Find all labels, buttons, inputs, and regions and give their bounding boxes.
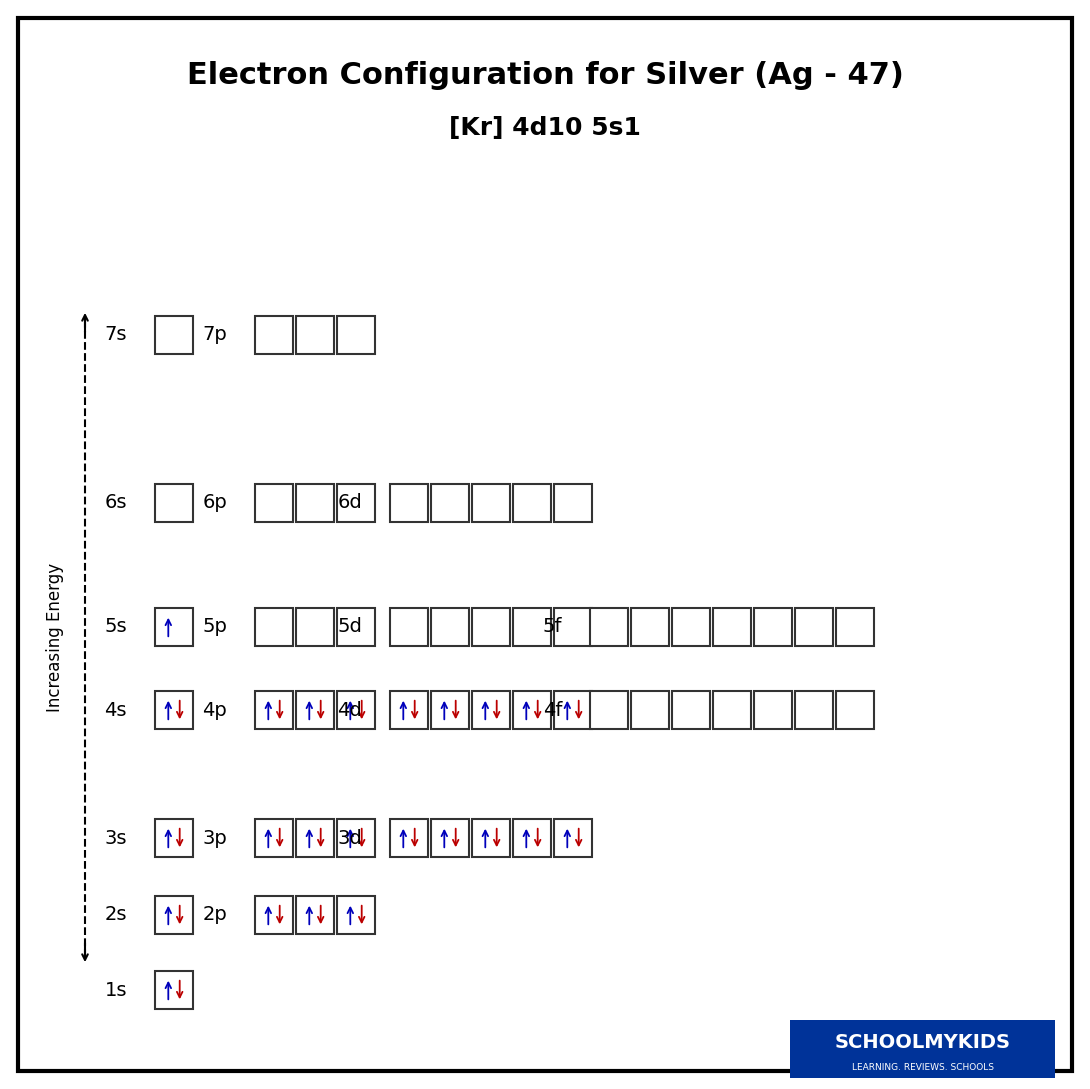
Text: 5s: 5s xyxy=(105,617,128,636)
Text: Electron Configuration for Silver (Ag - 47): Electron Configuration for Silver (Ag - … xyxy=(186,61,904,89)
Text: 2p: 2p xyxy=(203,905,227,925)
Bar xyxy=(296,896,334,934)
Bar xyxy=(155,971,193,1010)
Bar xyxy=(337,819,375,857)
Text: 6s: 6s xyxy=(105,493,128,513)
Bar xyxy=(795,608,833,646)
Text: 5d: 5d xyxy=(337,617,362,636)
Text: 2s: 2s xyxy=(105,905,128,925)
Bar xyxy=(296,819,334,857)
Bar xyxy=(472,608,510,646)
Bar xyxy=(431,608,469,646)
Bar xyxy=(554,608,592,646)
Text: 4p: 4p xyxy=(203,700,227,720)
Bar xyxy=(713,692,751,729)
Bar xyxy=(390,484,428,522)
Text: 7p: 7p xyxy=(203,326,227,344)
Text: 5f: 5f xyxy=(543,617,562,636)
Bar xyxy=(790,1020,1055,1078)
Bar xyxy=(431,692,469,729)
Bar xyxy=(255,819,293,857)
Bar xyxy=(713,608,751,646)
Bar xyxy=(554,484,592,522)
Bar xyxy=(472,692,510,729)
Bar xyxy=(296,608,334,646)
Bar xyxy=(431,484,469,522)
Bar xyxy=(296,316,334,354)
Bar xyxy=(631,608,669,646)
Bar xyxy=(673,692,710,729)
Text: 5p: 5p xyxy=(202,617,227,636)
Bar xyxy=(631,692,669,729)
Bar xyxy=(472,819,510,857)
Bar xyxy=(590,608,628,646)
Bar xyxy=(513,692,552,729)
Bar xyxy=(255,692,293,729)
Bar xyxy=(754,608,792,646)
Bar xyxy=(337,896,375,934)
Bar xyxy=(155,484,193,522)
Text: LEARNING. REVIEWS. SCHOOLS: LEARNING. REVIEWS. SCHOOLS xyxy=(851,1063,993,1072)
Bar xyxy=(513,484,552,522)
Bar xyxy=(472,484,510,522)
Text: 6p: 6p xyxy=(203,493,227,513)
Bar xyxy=(155,692,193,729)
Text: 6d: 6d xyxy=(337,493,362,513)
Bar xyxy=(337,484,375,522)
Bar xyxy=(390,692,428,729)
Bar xyxy=(155,896,193,934)
Bar xyxy=(431,819,469,857)
Bar xyxy=(513,608,552,646)
Bar xyxy=(155,819,193,857)
Bar xyxy=(296,692,334,729)
Text: 4s: 4s xyxy=(105,700,128,720)
Bar xyxy=(795,692,833,729)
Bar xyxy=(337,692,375,729)
Bar xyxy=(296,484,334,522)
Bar xyxy=(836,608,874,646)
Bar xyxy=(255,896,293,934)
Bar xyxy=(590,692,628,729)
Bar xyxy=(255,484,293,522)
Bar xyxy=(390,819,428,857)
Text: 3s: 3s xyxy=(105,829,128,847)
Text: SCHOOLMYKIDS: SCHOOLMYKIDS xyxy=(835,1032,1010,1052)
Text: Increasing Energy: Increasing Energy xyxy=(46,562,64,711)
Text: 4d: 4d xyxy=(337,700,362,720)
Text: 1s: 1s xyxy=(105,980,128,1000)
Text: 3p: 3p xyxy=(203,829,227,847)
Bar xyxy=(836,692,874,729)
Bar xyxy=(513,819,552,857)
Bar xyxy=(255,316,293,354)
Bar xyxy=(390,608,428,646)
Bar xyxy=(337,608,375,646)
Bar xyxy=(337,316,375,354)
Bar xyxy=(255,608,293,646)
Text: 3d: 3d xyxy=(337,829,362,847)
Bar xyxy=(673,608,710,646)
Text: [Kr] 4d10 5s1: [Kr] 4d10 5s1 xyxy=(449,117,641,140)
Bar xyxy=(155,608,193,646)
Bar xyxy=(754,692,792,729)
Text: 4f: 4f xyxy=(543,700,562,720)
Bar xyxy=(155,316,193,354)
Bar xyxy=(554,819,592,857)
Bar xyxy=(554,692,592,729)
Text: 7s: 7s xyxy=(105,326,128,344)
